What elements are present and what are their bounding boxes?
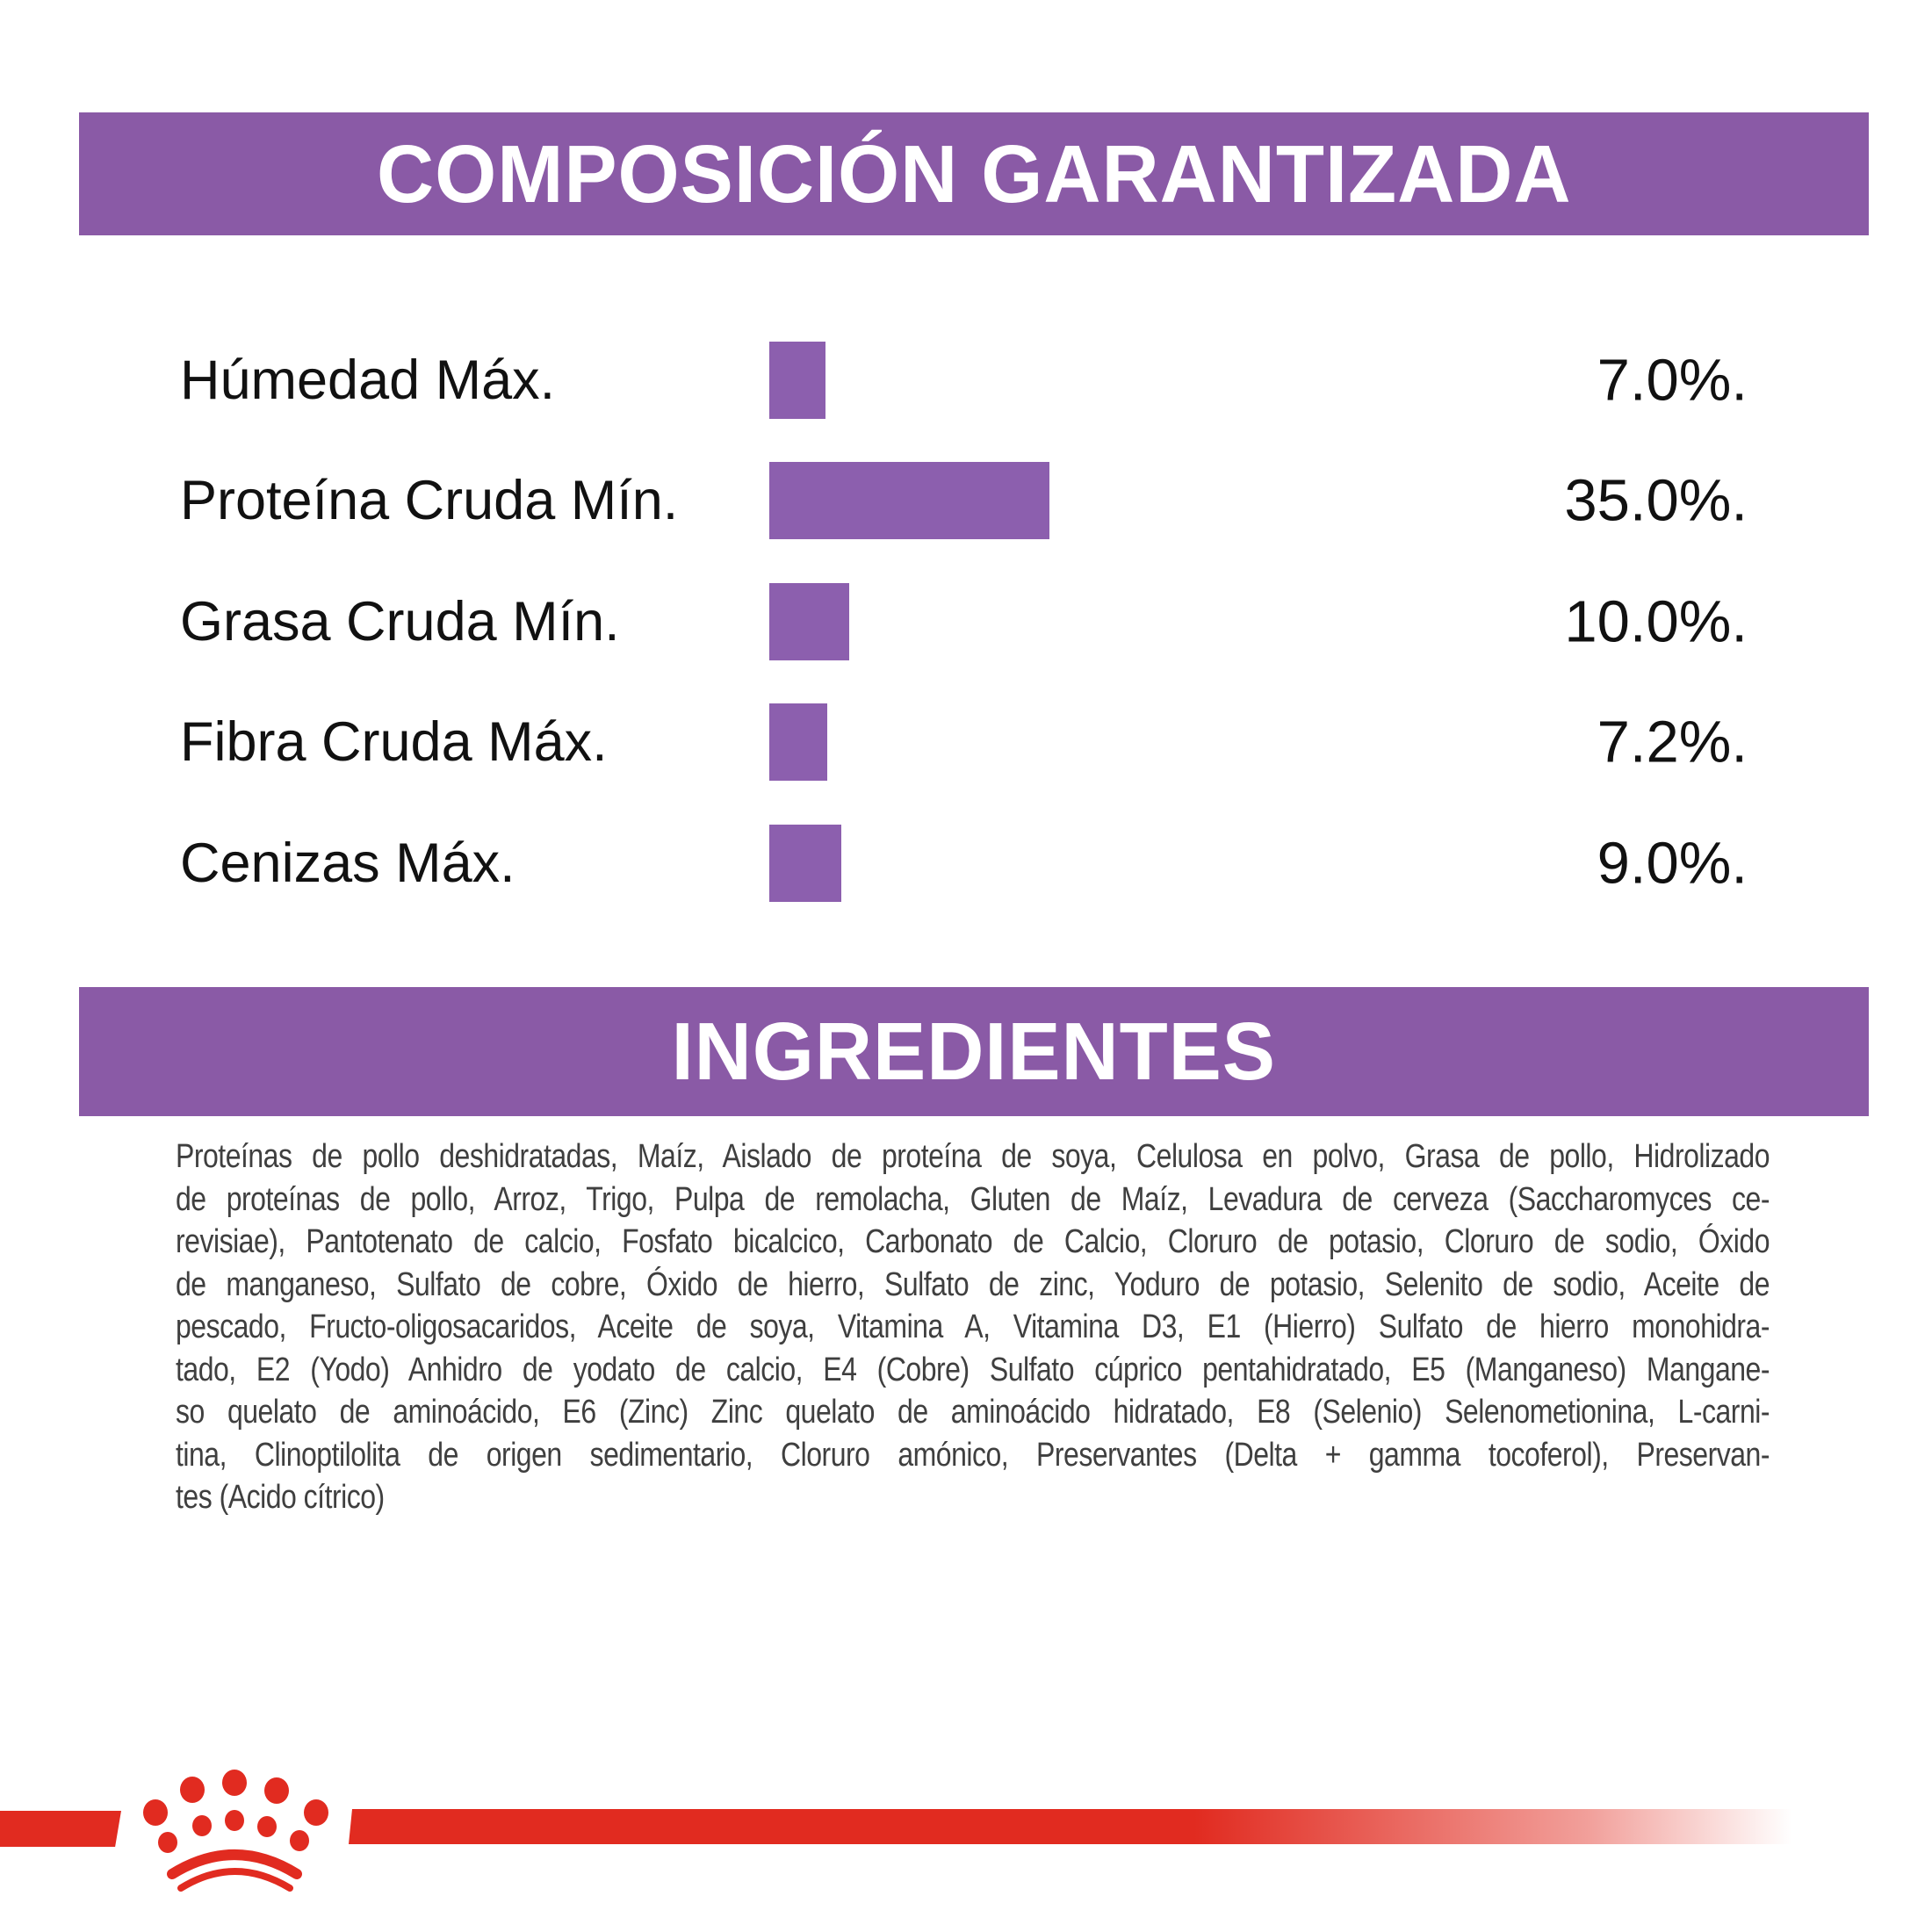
ingredients-line: revisiae), Pantotenato de calcio, Fosfat… bbox=[176, 1222, 1770, 1260]
row-label: Grasa Cruda Mín. bbox=[180, 591, 620, 652]
row-value: 35.0%. bbox=[1564, 467, 1748, 534]
ingredients-line: pescado, Fructo-oligosacaridos, Aceite d… bbox=[176, 1307, 1770, 1345]
row-value: 10.0%. bbox=[1564, 588, 1748, 655]
ingredients-line: tes (Acido cítrico) bbox=[176, 1477, 385, 1516]
row-label: Fibra Cruda Máx. bbox=[180, 711, 608, 773]
bar-cenizas bbox=[769, 825, 841, 902]
ingredients-line: de proteínas de pollo, Arroz, Trigo, Pul… bbox=[176, 1179, 1770, 1217]
chart-row-grasa: Grasa Cruda Mín. 10.0%. bbox=[0, 583, 1932, 660]
row-label: Proteína Cruda Mín. bbox=[180, 470, 679, 531]
brand-line-right-segment bbox=[349, 1809, 1806, 1844]
row-value: 7.2%. bbox=[1597, 709, 1748, 775]
ingredients-line: tado, E2 (Yodo) Anhidro de yodato de cal… bbox=[176, 1350, 1770, 1388]
row-label: Húmedad Máx. bbox=[180, 350, 556, 411]
composicion-header-bar: COMPOSICIÓN GARANTIZADA bbox=[79, 112, 1869, 235]
ingredients-line: de manganeso, Sulfato de cobre, Óxido de… bbox=[176, 1265, 1770, 1302]
chart-row-fibra: Fibra Cruda Máx. 7.2%. bbox=[0, 703, 1932, 781]
ingredientes-title: INGREDIENTES bbox=[671, 1006, 1277, 1097]
ingredients-line: tina, Clinoptilolita de origen sedimenta… bbox=[176, 1435, 1770, 1473]
bar-fibra bbox=[769, 703, 827, 781]
row-value: 9.0%. bbox=[1597, 830, 1748, 897]
composicion-title: COMPOSICIÓN GARANTIZADA bbox=[376, 127, 1572, 220]
chart-row-cenizas: Cenizas Máx. 9.0%. bbox=[0, 825, 1932, 902]
ingredients-line: Proteínas de pollo deshidratadas, Maíz, … bbox=[176, 1136, 1770, 1175]
ingredients-line: so quelato de aminoácido, E6 (Zinc) Zinc… bbox=[176, 1392, 1770, 1431]
row-label: Cenizas Máx. bbox=[180, 833, 515, 894]
chart-row-proteina: Proteína Cruda Mín. 35.0%. bbox=[0, 462, 1932, 539]
ingredientes-header-bar: INGREDIENTES bbox=[79, 987, 1869, 1116]
bar-grasa bbox=[769, 583, 849, 660]
chart-row-humedad: Húmedad Máx. 7.0%. bbox=[0, 342, 1932, 419]
ingredients-paragraph: Proteínas de pollo deshidratadas, Maíz, … bbox=[176, 1135, 1770, 1518]
bar-proteina bbox=[769, 462, 1049, 539]
royal-canin-crown-logo bbox=[143, 1770, 328, 1892]
row-value: 7.0%. bbox=[1597, 347, 1748, 414]
brand-line-left-segment bbox=[0, 1811, 121, 1847]
bar-humedad bbox=[769, 342, 825, 419]
